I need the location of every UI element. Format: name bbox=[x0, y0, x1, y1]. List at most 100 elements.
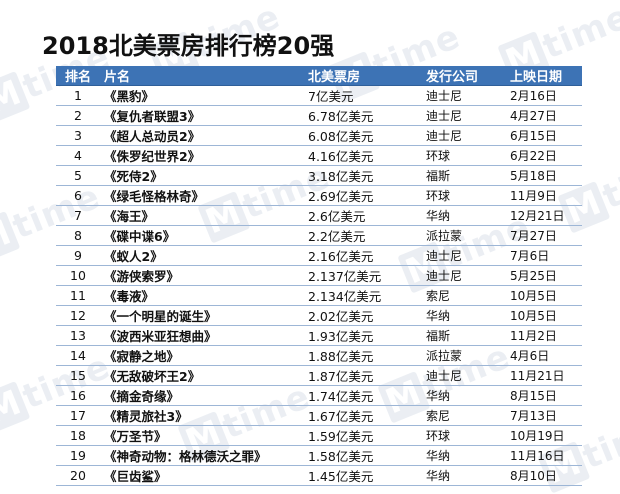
cell-title: 《游侠索罗》 bbox=[100, 265, 304, 286]
cell-title: 《摘金奇缘》 bbox=[100, 385, 304, 406]
cell-rank: 9 bbox=[56, 245, 100, 266]
cell-rank: 16 bbox=[56, 385, 100, 406]
cell-rank: 7 bbox=[56, 205, 100, 226]
cell-rank: 8 bbox=[56, 225, 100, 246]
cell-release-date: 6月22日 bbox=[506, 145, 582, 166]
cell-distributor: 派拉蒙 bbox=[422, 225, 506, 246]
cell-box-office: 6.78亿美元 bbox=[304, 105, 422, 126]
cell-box-office: 6.08亿美元 bbox=[304, 125, 422, 146]
cell-distributor: 迪士尼 bbox=[422, 265, 506, 286]
cell-rank: 3 bbox=[56, 125, 100, 146]
cell-distributor: 华纳 bbox=[422, 385, 506, 406]
cell-release-date: 4月6日 bbox=[506, 345, 582, 366]
table-row: 5 《死侍2》 3.18亿美元 福斯 5月18日 bbox=[56, 165, 582, 186]
cell-title: 《碟中谍6》 bbox=[100, 225, 304, 246]
cell-release-date: 10月5日 bbox=[506, 305, 582, 326]
table-row: 1 《黑豹》 7亿美元 迪士尼 2月16日 bbox=[56, 85, 582, 106]
cell-rank: 2 bbox=[56, 105, 100, 126]
table-row: 19 《神奇动物：格林德沃之罪》 1.58亿美元 华纳 11月16日 bbox=[56, 445, 582, 466]
cell-title: 《复仇者联盟3》 bbox=[100, 105, 304, 126]
cell-box-office: 1.88亿美元 bbox=[304, 345, 422, 366]
cell-rank: 18 bbox=[56, 425, 100, 446]
cell-title: 《一个明星的诞生》 bbox=[100, 305, 304, 326]
cell-release-date: 7月13日 bbox=[506, 405, 582, 426]
cell-rank: 20 bbox=[56, 465, 100, 486]
table-header: 排名 片名 北美票房 发行公司 上映日期 bbox=[56, 66, 582, 86]
cell-release-date: 11月9日 bbox=[506, 185, 582, 206]
cell-release-date: 11月21日 bbox=[506, 365, 582, 386]
cell-box-office: 2.134亿美元 bbox=[304, 285, 422, 306]
table-row: 6 《绿毛怪格林奇》 2.69亿美元 环球 11月9日 bbox=[56, 185, 582, 206]
cell-box-office: 1.67亿美元 bbox=[304, 405, 422, 426]
cell-box-office: 2.69亿美元 bbox=[304, 185, 422, 206]
cell-rank: 1 bbox=[56, 85, 100, 106]
cell-title: 《黑豹》 bbox=[100, 85, 304, 106]
cell-title: 《超人总动员2》 bbox=[100, 125, 304, 146]
cell-distributor: 华纳 bbox=[422, 445, 506, 466]
cell-distributor: 索尼 bbox=[422, 405, 506, 426]
cell-distributor: 福斯 bbox=[422, 325, 506, 346]
cell-title: 《万圣节》 bbox=[100, 425, 304, 446]
cell-distributor: 迪士尼 bbox=[422, 105, 506, 126]
cell-box-office: 1.45亿美元 bbox=[304, 465, 422, 486]
table-row: 11 《毒液》 2.134亿美元 索尼 10月5日 bbox=[56, 285, 582, 306]
header-title: 片名 bbox=[100, 66, 304, 86]
cell-rank: 12 bbox=[56, 305, 100, 326]
cell-rank: 11 bbox=[56, 285, 100, 306]
cell-release-date: 5月25日 bbox=[506, 265, 582, 286]
cell-title: 《蚁人2》 bbox=[100, 245, 304, 266]
table-row: 16 《摘金奇缘》 1.74亿美元 华纳 8月15日 bbox=[56, 385, 582, 406]
cell-box-office: 1.74亿美元 bbox=[304, 385, 422, 406]
table-row: 12 《一个明星的诞生》 2.02亿美元 华纳 10月5日 bbox=[56, 305, 582, 326]
ranking-table-container: 排名 片名 北美票房 发行公司 上映日期 1 《黑豹》 7亿美元 迪士尼 2月16日 2 《… bbox=[56, 66, 582, 486]
cell-box-office: 1.93亿美元 bbox=[304, 325, 422, 346]
header-box-office: 北美票房 bbox=[304, 66, 422, 86]
cell-rank: 4 bbox=[56, 145, 100, 166]
table-row: 13 《波西米亚狂想曲》 1.93亿美元 福斯 11月2日 bbox=[56, 325, 582, 346]
cell-release-date: 8月15日 bbox=[506, 385, 582, 406]
cell-title: 《波西米亚狂想曲》 bbox=[100, 325, 304, 346]
cell-release-date: 6月15日 bbox=[506, 125, 582, 146]
cell-title: 《死侍2》 bbox=[100, 165, 304, 186]
header-distributor: 发行公司 bbox=[422, 66, 506, 86]
cell-distributor: 华纳 bbox=[422, 205, 506, 226]
cell-distributor: 华纳 bbox=[422, 465, 506, 486]
cell-box-office: 2.6亿美元 bbox=[304, 205, 422, 226]
cell-distributor: 福斯 bbox=[422, 165, 506, 186]
cell-rank: 6 bbox=[56, 185, 100, 206]
cell-box-office: 2.2亿美元 bbox=[304, 225, 422, 246]
cell-box-office: 1.58亿美元 bbox=[304, 445, 422, 466]
cell-release-date: 11月2日 bbox=[506, 325, 582, 346]
table-row: 20 《巨齿鲨》 1.45亿美元 华纳 8月10日 bbox=[56, 465, 582, 486]
table-row: 14 《寂静之地》 1.88亿美元 派拉蒙 4月6日 bbox=[56, 345, 582, 366]
cell-distributor: 华纳 bbox=[422, 305, 506, 326]
cell-distributor: 环球 bbox=[422, 425, 506, 446]
cell-distributor: 派拉蒙 bbox=[422, 345, 506, 366]
cell-box-office: 2.16亿美元 bbox=[304, 245, 422, 266]
header-release-date: 上映日期 bbox=[506, 66, 582, 86]
cell-title: 《寂静之地》 bbox=[100, 345, 304, 366]
cell-box-office: 2.137亿美元 bbox=[304, 265, 422, 286]
cell-release-date: 8月10日 bbox=[506, 465, 582, 486]
cell-rank: 10 bbox=[56, 265, 100, 286]
cell-release-date: 7月6日 bbox=[506, 245, 582, 266]
cell-title: 《侏罗纪世界2》 bbox=[100, 145, 304, 166]
table-row: 18 《万圣节》 1.59亿美元 环球 10月19日 bbox=[56, 425, 582, 446]
table-row: 3 《超人总动员2》 6.08亿美元 迪士尼 6月15日 bbox=[56, 125, 582, 146]
table-row: 8 《碟中谍6》 2.2亿美元 派拉蒙 7月27日 bbox=[56, 225, 582, 246]
cell-title: 《毒液》 bbox=[100, 285, 304, 306]
box-office-table: 排名 片名 北美票房 发行公司 上映日期 1 《黑豹》 7亿美元 迪士尼 2月16日 2 《… bbox=[56, 66, 582, 486]
cell-rank: 15 bbox=[56, 365, 100, 386]
cell-distributor: 索尼 bbox=[422, 285, 506, 306]
cell-box-office: 2.02亿美元 bbox=[304, 305, 422, 326]
cell-box-office: 4.16亿美元 bbox=[304, 145, 422, 166]
cell-rank: 5 bbox=[56, 165, 100, 186]
cell-rank: 13 bbox=[56, 325, 100, 346]
cell-release-date: 2月16日 bbox=[506, 85, 582, 106]
table-row: 17 《精灵旅社3》 1.67亿美元 索尼 7月13日 bbox=[56, 405, 582, 426]
cell-title: 《巨齿鲨》 bbox=[100, 465, 304, 486]
cell-release-date: 7月27日 bbox=[506, 225, 582, 246]
table-row: 4 《侏罗纪世界2》 4.16亿美元 环球 6月22日 bbox=[56, 145, 582, 166]
cell-box-office: 3.18亿美元 bbox=[304, 165, 422, 186]
table-row: 10 《游侠索罗》 2.137亿美元 迪士尼 5月25日 bbox=[56, 265, 582, 286]
